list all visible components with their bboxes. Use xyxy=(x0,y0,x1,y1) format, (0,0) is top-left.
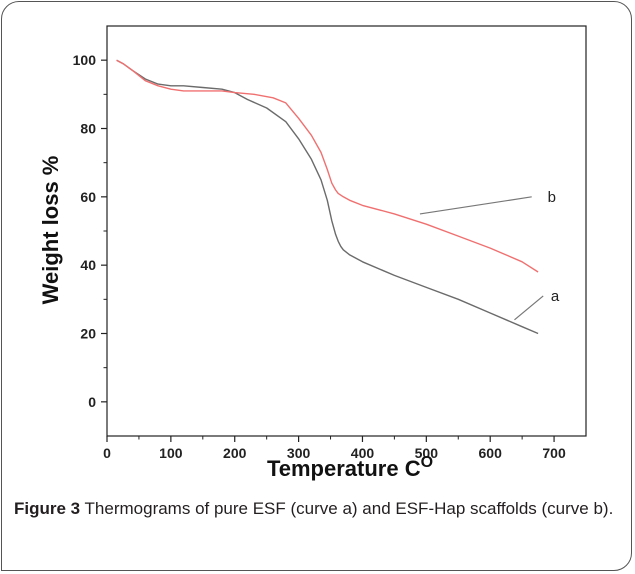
x-tick-label-200: 200 xyxy=(223,445,247,461)
plot-area-frame xyxy=(106,25,587,437)
x-axis: 0 100 200 300 400 500 600 700 xyxy=(103,436,566,461)
x-tick-label-300: 300 xyxy=(287,445,311,461)
annotation-leader-b xyxy=(419,196,532,215)
x-tick-label-600: 600 xyxy=(479,445,503,461)
x-tick-label-700: 700 xyxy=(542,445,566,461)
series-lines xyxy=(116,59,539,335)
annotation-label-a: a xyxy=(551,288,560,305)
x-tick-label-400: 400 xyxy=(351,445,375,461)
series-line-b xyxy=(116,59,539,273)
y-axis-title: Weight loss % xyxy=(38,156,63,305)
x-tick-label-0: 0 xyxy=(103,445,111,461)
figure-caption-text: Thermograms of pure ESF (curve a) and ES… xyxy=(80,499,614,518)
y-axis: 0 20 40 60 80 100 xyxy=(73,52,107,410)
y-tick-label-40: 40 xyxy=(80,257,96,273)
figure-caption: Figure 3 Thermograms of pure ESF (curve … xyxy=(14,497,614,521)
curve-annotations: ba xyxy=(419,189,560,321)
y-tick-label-80: 80 xyxy=(80,121,96,137)
y-tick-label-20: 20 xyxy=(80,326,96,342)
y-tick-label-0: 0 xyxy=(88,394,96,410)
series-line-a xyxy=(116,59,539,335)
figure-label: Figure 3 xyxy=(14,499,81,518)
x-tick-label-100: 100 xyxy=(159,445,183,461)
annotation-label-b: b xyxy=(548,189,556,206)
x-axis-title-superscript: O xyxy=(421,454,433,471)
annotation-leader-a xyxy=(514,295,544,321)
y-tick-label-60: 60 xyxy=(80,189,96,205)
y-tick-label-100: 100 xyxy=(73,52,97,68)
x-axis-title: Temperature CO xyxy=(267,454,433,481)
x-tick-label-500: 500 xyxy=(415,445,439,461)
x-axis-title-main: Temperature C xyxy=(267,456,421,481)
